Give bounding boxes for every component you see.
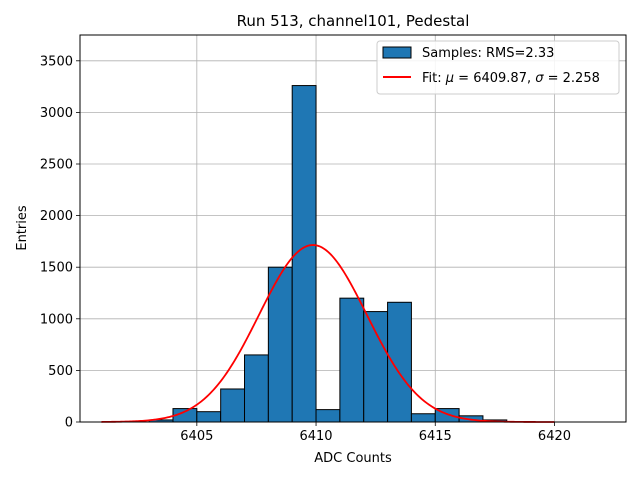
histogram-bar [315, 409, 341, 423]
legend-samples-label: Samples: RMS=2.33 [422, 46, 554, 61]
legend-fit-prefix: Fit: [422, 71, 446, 86]
legend-box [376, 40, 620, 95]
legend-samples-swatch [382, 46, 412, 59]
histogram-bar [339, 297, 365, 423]
y-tick-label: 0 [65, 416, 73, 431]
histogram-bars [148, 85, 508, 423]
histogram-bar [363, 311, 389, 423]
legend-fit-mu-symbol: μ [445, 71, 454, 86]
histogram-bar [196, 411, 222, 423]
x-axis-ticks: 6405 6410 6415 6420 [180, 422, 571, 444]
legend-fit-mu-value: = 6409.87, [454, 71, 535, 86]
x-tick-label: 6420 [538, 429, 571, 444]
x-tick-label: 6405 [180, 429, 213, 444]
y-axis-ticks: 0 500 1000 1500 2000 2500 3000 3500 [40, 54, 80, 431]
chart-title: Run 513, channel101, Pedestal [237, 12, 470, 30]
plot-frame [79, 34, 627, 423]
histogram-bar [387, 301, 412, 423]
y-tick-label: 3500 [40, 54, 73, 69]
x-axis-label: ADC Counts [314, 451, 392, 466]
y-tick-label: 1000 [40, 312, 73, 327]
y-tick-label: 3000 [40, 106, 73, 121]
legend: Samples: RMS=2.33 Fit: μ = 6409.87, σ = … [376, 40, 620, 95]
legend-fit-sigma-value: = 2.258 [543, 71, 599, 86]
y-tick-label: 2500 [40, 158, 73, 173]
x-tick-label: 6410 [299, 429, 332, 444]
y-tick-label: 1500 [40, 261, 73, 276]
legend-fit-sigma-symbol: σ [535, 71, 544, 86]
histogram-bar [220, 388, 246, 423]
fit-curve-group [101, 244, 555, 423]
gaussian-fit-curve [101, 244, 555, 423]
histogram-bar [244, 354, 269, 423]
y-axis-label: Entries [15, 205, 30, 251]
legend-fit-label: Fit: μ = 6409.87, σ = 2.258 [422, 71, 600, 86]
histogram-bar [410, 413, 436, 423]
x-tick-label: 6415 [419, 429, 452, 444]
y-tick-label: 500 [48, 364, 73, 379]
y-tick-label: 2000 [40, 209, 73, 224]
